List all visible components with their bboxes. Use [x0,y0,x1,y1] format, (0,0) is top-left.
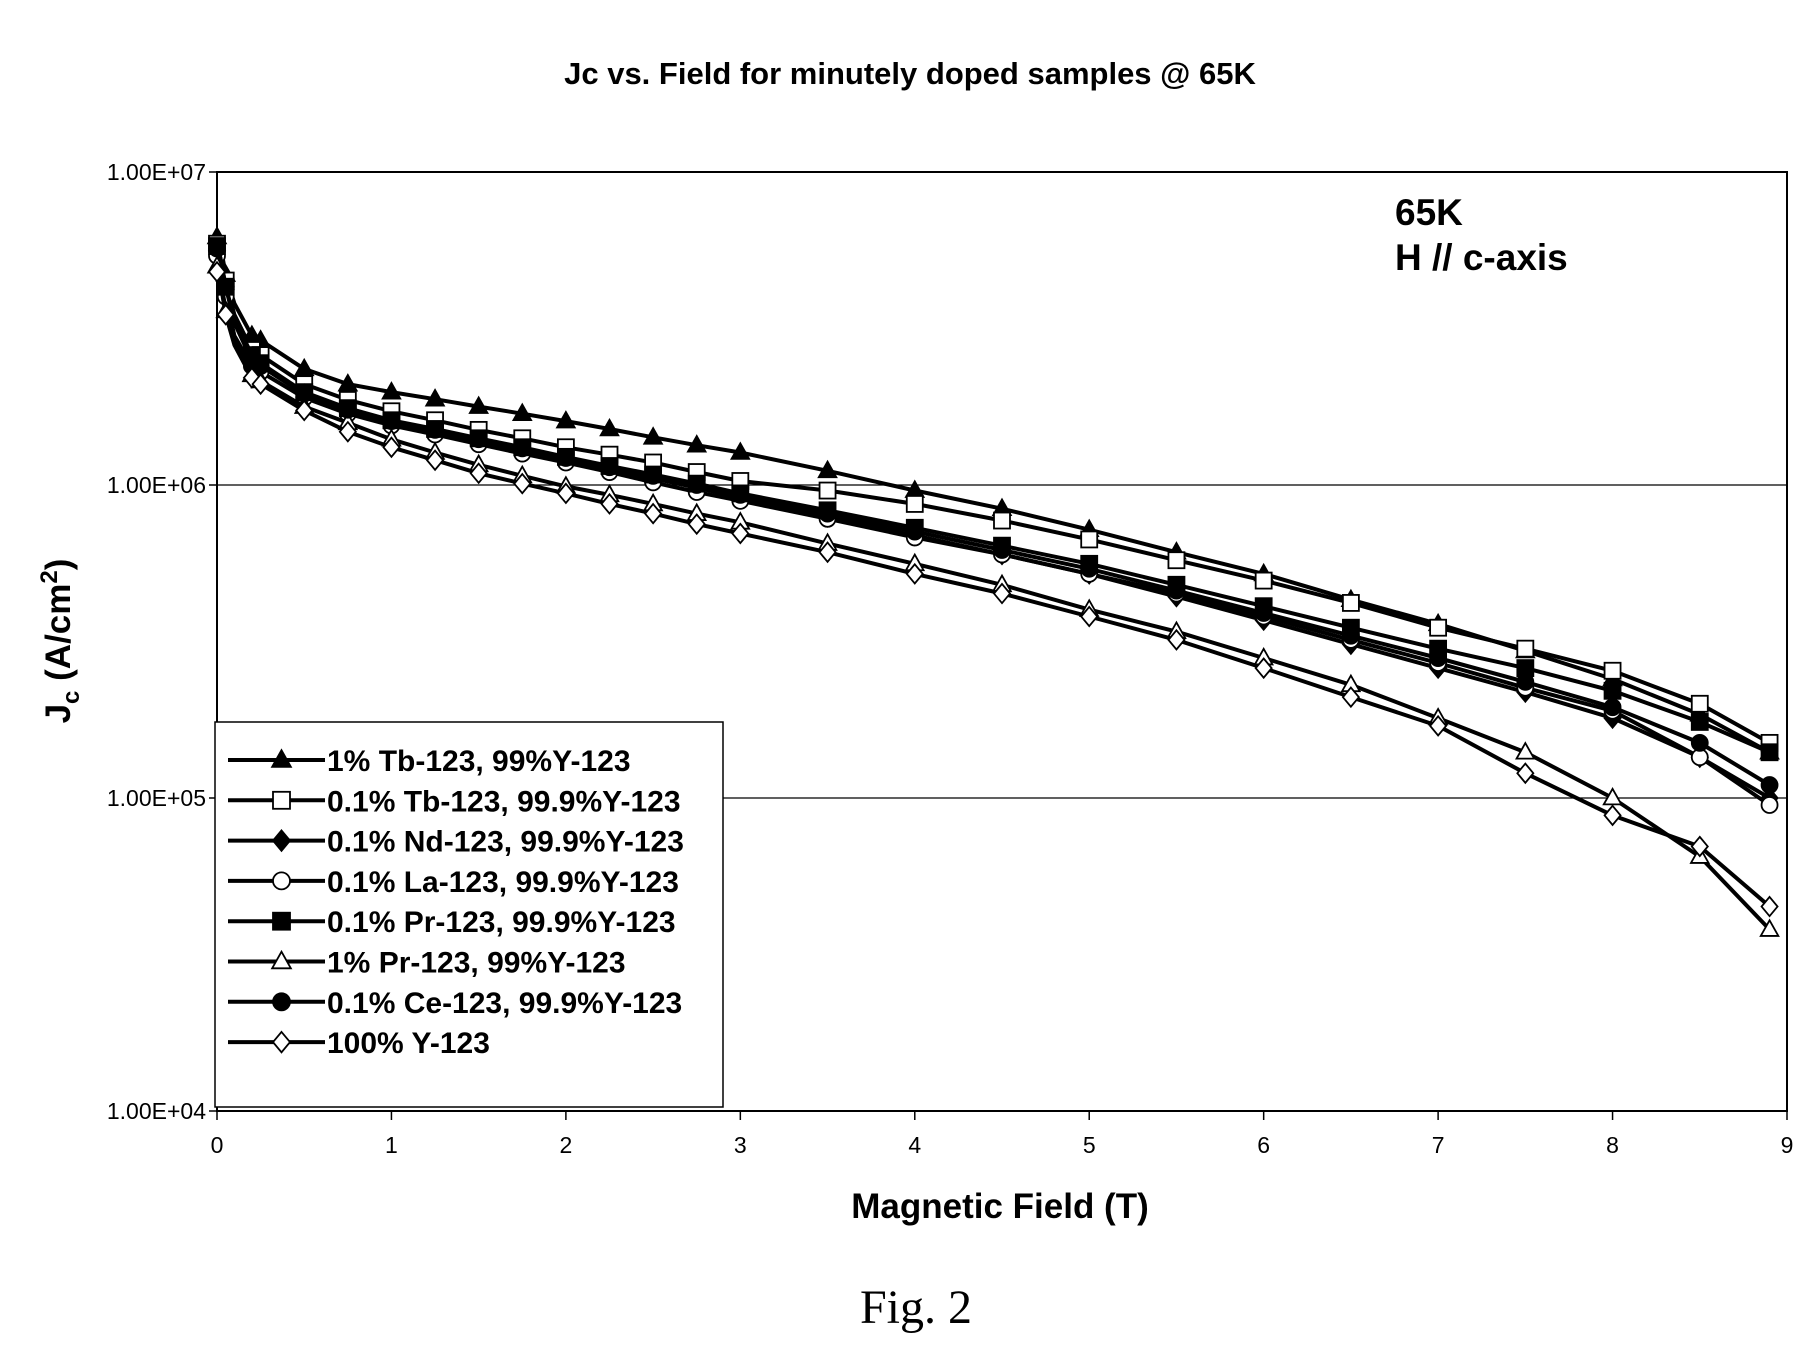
legend-label-1: 0.1% Tb-123, 99.9%Y-123 [327,785,681,818]
series-6-point-25 [1517,674,1533,690]
series-6-point-6 [296,386,312,402]
legend-marker-4 [273,913,290,930]
series-6-point-12 [558,450,574,466]
x-tick-label-4: 4 [908,1132,921,1158]
y-tick-label-2: 1.00E+06 [107,472,206,498]
x-tick-label-0: 0 [211,1132,224,1158]
y-axis-label-superscript: 2 [36,570,63,583]
y-axis-label-close: ) [39,559,78,571]
legend-label-3: 0.1% La-123, 99.9%Y-123 [327,866,679,899]
jc-vs-field-chart: Jc vs. Field for minutely doped samples … [0,0,1819,1359]
x-axis-label: Magnetic Field (T) [851,1187,1149,1226]
legend-marker-6 [273,993,290,1010]
series-6-point-10 [471,431,487,447]
series-1-point-17 [820,483,836,499]
y-axis-label-subscript: c [58,691,85,704]
legend-marker-1 [273,792,290,809]
legend-label-6: 0.1% Ce-123, 99.9%Y-123 [327,987,682,1020]
figure-caption: Fig. 2 [860,1281,972,1334]
series-6-point-24 [1430,650,1446,666]
series-1-point-25 [1517,641,1533,657]
series-6-point-14 [645,468,661,484]
series-6-point-0 [209,240,225,256]
series-1-point-21 [1168,552,1184,568]
x-tick-label-8: 8 [1606,1132,1619,1158]
series-6-point-9 [427,422,443,438]
series-1-point-19 [994,513,1010,529]
legend-label-0: 1% Tb-123, 99%Y-123 [327,745,631,778]
x-tick-label-2: 2 [559,1132,572,1158]
series-1-point-26 [1605,663,1621,679]
legend-label-2: 0.1% Nd-123, 99.9%Y-123 [327,826,684,859]
y-tick-label-0: 1.00E+04 [107,1098,206,1124]
series-4-point-26 [1605,683,1621,699]
series-1-point-27 [1692,696,1708,712]
series-6-point-22 [1256,605,1272,621]
x-axis-ticks: 0 1 2 3 4 5 6 7 8 9 [211,1111,1794,1158]
series-1-point-23 [1343,595,1359,611]
legend-marker-3 [273,872,290,889]
y-axis-label: Jc (A/cm2) [36,559,85,724]
series-6-point-19 [994,542,1010,558]
annotation-temperature: 65K [1395,192,1463,233]
legend-label-5: 1% Pr-123, 99%Y-123 [327,947,626,980]
series-1-point-22 [1256,573,1272,589]
legend-label-4: 0.1% Pr-123, 99.9%Y-123 [327,906,676,939]
series-6-point-27 [1692,735,1708,751]
y-axis-label-main: J [39,704,78,723]
x-tick-label-1: 1 [385,1132,398,1158]
series-6-point-18 [907,524,923,540]
series-6-point-17 [820,506,836,522]
y-tick-label-3: 1.00E+07 [107,159,206,185]
annotation-field-orientation: H // c-axis [1395,237,1568,278]
series-6-point-8 [383,413,399,429]
x-tick-label-9: 9 [1781,1132,1794,1158]
series-6-point-11 [514,440,530,456]
series-6-point-7 [340,402,356,418]
x-tick-label-7: 7 [1432,1132,1445,1158]
x-tick-label-5: 5 [1083,1132,1096,1158]
y-axis-label-unit: (A/cm [39,584,78,691]
series-1-point-24 [1430,620,1446,636]
series-6-point-21 [1168,583,1184,599]
series-4-point-28 [1762,744,1778,760]
x-tick-label-6: 6 [1257,1132,1270,1158]
series-6-point-20 [1081,561,1097,577]
series-3-point-28 [1762,797,1778,813]
legend-label-7: 100% Y-123 [327,1027,490,1060]
series-6-point-26 [1605,699,1621,715]
series-6-point-13 [602,459,618,475]
series-6-point-16 [732,487,748,503]
series-6-point-28 [1762,777,1778,793]
y-tick-label-1: 1.00E+05 [107,785,206,811]
chart-legend: 1% Tb-123, 99%Y-123 0.1% Tb-123, 99.9%Y-1… [215,722,723,1107]
series-4-point-27 [1692,714,1708,730]
series-6-point-23 [1343,628,1359,644]
y-axis-ticks: 1.00E+04 1.00E+05 1.00E+06 1.00E+07 [107,159,217,1124]
chart-title: Jc vs. Field for minutely doped samples … [564,56,1256,91]
series-6-point-15 [689,477,705,493]
x-tick-label-3: 3 [734,1132,747,1158]
series-1-point-18 [907,496,923,512]
series-1-point-20 [1081,531,1097,547]
